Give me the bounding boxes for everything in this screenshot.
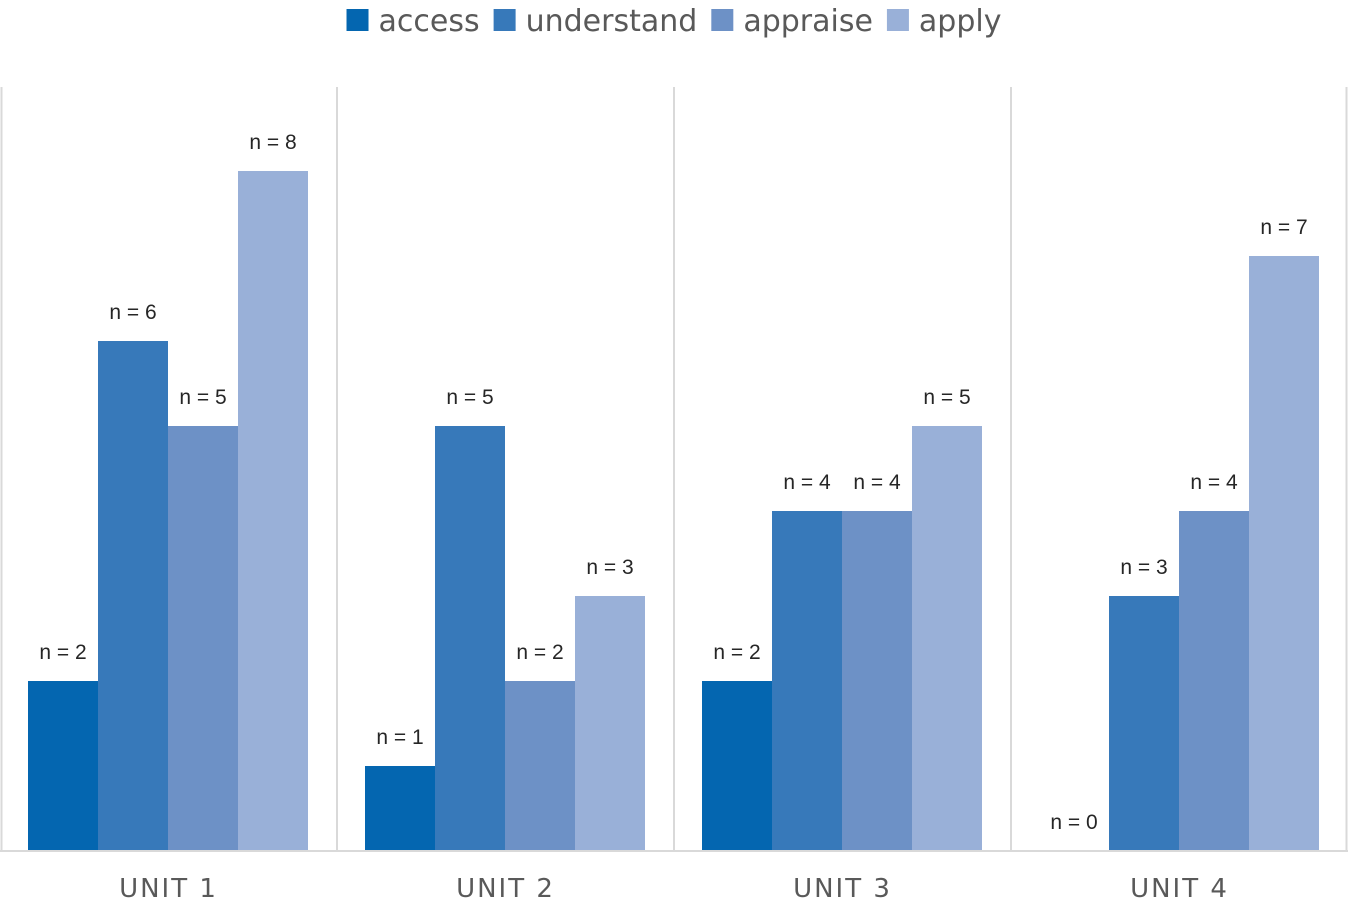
legend-label: access [379,4,480,39]
data-label: n = 2 [39,641,86,664]
legend-swatch [886,9,909,31]
data-label: n = 5 [923,386,970,409]
bar-understand-unit-3 [772,511,842,851]
data-label: n = 3 [586,556,633,579]
category-label: UNIT 2 [456,874,555,904]
data-label: n = 4 [783,471,831,494]
data-label: n = 2 [516,641,563,664]
legend-label: apply [919,4,1002,39]
category-label: UNIT 3 [793,874,892,904]
bar-access-unit-3 [702,681,772,851]
legend-item-understand: understand [493,4,698,39]
category-separators [0,87,1348,851]
data-labels: n = 2 n = 6 n = 5 n = 8 n = 1 n = 5 n = 2 n = 3… [39,131,1307,834]
legend-label: understand [526,4,698,39]
bar-appraise-unit-3 [842,511,912,851]
bar-access-unit-2 [365,766,435,851]
legend-swatch [493,9,516,31]
category-label: UNIT 1 [119,874,218,904]
bar-apply-unit-3 [912,426,982,851]
x-axis: UNIT 1 UNIT 2 UNIT 3 UNIT 4 [0,850,1348,904]
legend-swatch [711,9,734,31]
bar-access-unit-1 [28,681,98,851]
data-label: n = 1 [376,726,423,749]
data-label: n = 8 [249,131,296,154]
bar-understand-unit-1 [98,341,168,851]
data-label: n = 4 [853,471,901,494]
legend-item-appraise: appraise [711,4,873,39]
bar-understand-unit-4 [1109,596,1179,851]
bar-apply-unit-2 [575,596,645,851]
data-label: n = 7 [1260,216,1307,239]
bar-apply-unit-1 [238,171,308,851]
data-label: n = 0 [1050,811,1097,834]
legend-item-apply: apply [886,4,1002,39]
legend: access understand appraise apply [346,4,1002,39]
bar-appraise-unit-4 [1179,511,1249,851]
data-label: n = 2 [713,641,760,664]
legend-swatch [346,9,369,31]
legend-item-access: access [346,4,480,39]
legend-label: appraise [743,4,873,39]
data-label: n = 4 [1190,471,1238,494]
bar-appraise-unit-1 [168,426,238,851]
category-label: UNIT 4 [1130,874,1229,904]
bar-understand-unit-2 [435,426,505,851]
bars [28,171,1319,851]
data-label: n = 6 [109,301,156,324]
data-label: n = 3 [1120,556,1167,579]
data-label: n = 5 [179,386,226,409]
bar-appraise-unit-2 [505,681,575,851]
data-label: n = 5 [446,386,493,409]
bar-apply-unit-4 [1249,256,1319,851]
